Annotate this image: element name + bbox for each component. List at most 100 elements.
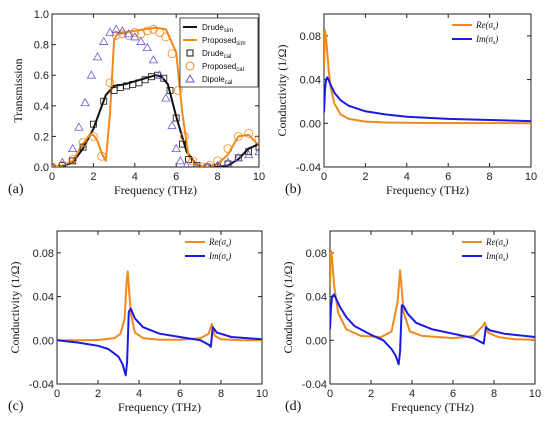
- x-tick-label: 0: [49, 171, 55, 183]
- x-tick-label: 0: [54, 388, 60, 400]
- y-axis-label: Conductivity (1/Ω): [275, 45, 289, 137]
- x-tick-label: 8: [218, 388, 224, 400]
- legend-swatch: [185, 61, 195, 71]
- legend-label: Re(σs): [475, 20, 498, 32]
- data-point-circle: [142, 26, 152, 36]
- data-point-triangle: [213, 160, 222, 167]
- data-point-circle: [204, 161, 214, 167]
- data-point-triangle: [117, 26, 128, 35]
- data-point-circle: [97, 151, 107, 161]
- data-point-square: [214, 163, 222, 167]
- y-axis-label: Conductivity (1/Ω): [281, 262, 295, 354]
- legend-label: Im(σs): [208, 251, 231, 263]
- panel-letter: (c): [8, 399, 24, 414]
- x-tick-label: 10: [253, 171, 265, 183]
- x-tick-label: 6: [450, 388, 456, 400]
- legend-label: Drudecal: [202, 49, 231, 60]
- data-point-triangle: [182, 160, 191, 167]
- data-point-triangle: [243, 149, 254, 159]
- x-tick-label: 10: [525, 171, 537, 183]
- data-point-triangle: [175, 156, 186, 165]
- x-tick-label: 6: [173, 171, 179, 183]
- data-point-circle: [124, 31, 133, 40]
- y-tick-label: 0.04: [33, 292, 54, 304]
- data-point-circle: [149, 24, 158, 34]
- y-tick-label: -0.04: [302, 379, 327, 391]
- data-point-circle: [180, 131, 189, 141]
- y-tick-label: 0.08: [300, 31, 321, 43]
- series-line-1: [52, 26, 259, 167]
- y-tick-label: 0.8: [34, 40, 49, 52]
- x-tick-label: 0: [327, 388, 333, 400]
- series-line-0: [324, 29, 531, 125]
- legend-swatch: [185, 73, 195, 83]
- data-point-circle: [188, 156, 198, 166]
- plot-area: [330, 249, 535, 366]
- x-tick-label: 2: [95, 388, 101, 400]
- x-tick-label: 8: [215, 171, 221, 183]
- series-line-0: [57, 270, 262, 342]
- data-point-triangle: [161, 93, 171, 102]
- data-point-square: [166, 87, 174, 94]
- y-tick-label: 0.08: [306, 248, 327, 260]
- y-tick-label: 0.04: [306, 292, 327, 304]
- y-tick-label: 0.6: [34, 70, 49, 82]
- y-tick-label: -0.04: [29, 379, 54, 391]
- legend: Re(σs) Im(σs): [462, 237, 508, 263]
- x-tick-label: 4: [132, 171, 138, 183]
- data-point-triangle: [254, 146, 259, 156]
- data-point-triangle: [57, 157, 68, 166]
- legend: Re(σs) Im(σs): [452, 20, 498, 46]
- legend-swatch: [186, 49, 194, 57]
- legend-label: Im(σs): [475, 34, 498, 46]
- data-point-triangle: [204, 162, 210, 167]
- legend-label: Re(σs): [208, 237, 231, 249]
- panel-b: 0 2 4 6 8 10 -0.04 0.00 0.04 0.08 Frequency (THz) C…: [275, 13, 537, 197]
- x-tick-label: 0: [321, 171, 327, 183]
- series-line-1: [57, 307, 262, 377]
- legend-label: Dipolecal: [202, 75, 232, 86]
- series-line-1: [330, 293, 535, 366]
- x-tick-label: 4: [136, 388, 142, 400]
- data-point-circle: [213, 156, 223, 166]
- x-tick-label: 2: [368, 388, 374, 400]
- y-tick-label: 0.0: [34, 162, 49, 174]
- data-point-triangle: [80, 97, 90, 107]
- x-axis-label: Frequency (THz): [118, 400, 201, 414]
- y-tick-label: 0.08: [33, 248, 54, 260]
- legend-label: Proposedcal: [202, 62, 244, 73]
- data-point-square: [90, 120, 97, 128]
- data-point-triangle: [167, 120, 177, 130]
- series-line-0: [330, 249, 535, 341]
- legend-label: Drudesim: [202, 23, 233, 34]
- data-point-circle: [68, 154, 78, 164]
- legend-label: Im(σs): [485, 251, 508, 263]
- data-point-circle: [173, 86, 183, 95]
- data-point-triangle: [136, 36, 146, 45]
- panel-d: 0 2 4 6 8 10 -0.04 0.00 0.04 0.08 Frequency (THz) C…: [281, 230, 541, 414]
- data-point-triangle: [123, 29, 134, 38]
- legend: Drudesim Proposedsim Drudecal Proposedcal Di…: [179, 17, 259, 88]
- data-point-square: [79, 143, 87, 151]
- plot-area: [52, 24, 259, 167]
- data-point-square: [179, 140, 186, 148]
- y-tick-label: 0.00: [306, 335, 327, 347]
- x-axis-label: Frequency (THz): [391, 400, 474, 414]
- data-point-circle: [130, 27, 140, 37]
- data-point-circle: [78, 138, 88, 147]
- data-point-triangle: [223, 157, 233, 166]
- data-point-square: [172, 114, 180, 122]
- x-tick-label: 6: [445, 171, 451, 183]
- y-tick-label: 0.00: [300, 118, 321, 130]
- data-point-circle: [254, 135, 259, 144]
- data-point-triangle: [154, 70, 165, 79]
- y-tick-label: 0.4: [34, 101, 49, 113]
- data-point-square: [255, 143, 259, 151]
- data-point-circle: [161, 32, 171, 42]
- y-tick-label: 0.04: [300, 75, 321, 87]
- x-tick-label: 2: [90, 171, 96, 183]
- data-point-triangle: [148, 55, 159, 64]
- plot-area: [324, 29, 531, 125]
- y-axis-label: Conductivity (1/Ω): [8, 262, 22, 354]
- legend-label: Re(σs): [485, 237, 508, 249]
